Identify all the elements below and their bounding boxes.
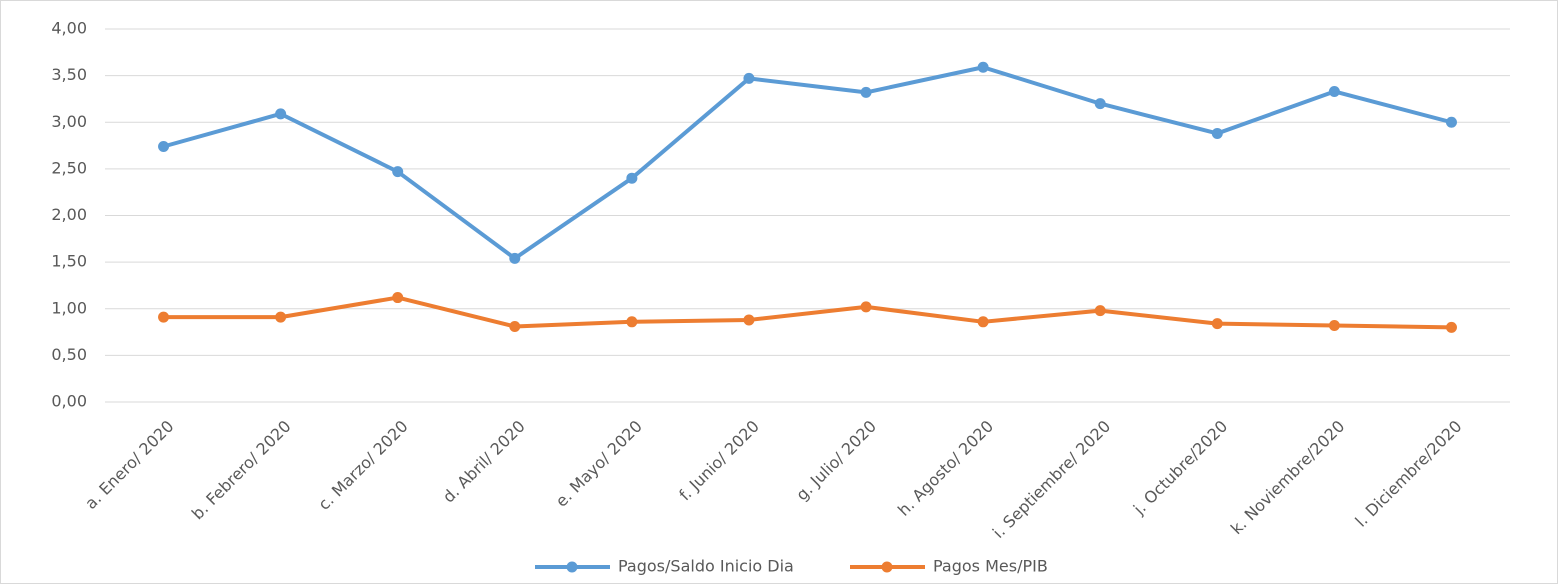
- legend-label: Pagos/Saldo Inicio Dia: [618, 557, 794, 576]
- point: [275, 108, 287, 120]
- series-line: [163, 65, 1452, 261]
- point: [743, 314, 755, 326]
- legend-label: Pagos Mes/PIB: [933, 557, 1048, 576]
- y-tick-label: 3,50: [51, 65, 87, 84]
- point: [392, 166, 404, 178]
- point: [158, 311, 170, 323]
- y-tick-label: 1,50: [51, 252, 87, 271]
- point: [1328, 85, 1340, 97]
- point: [626, 316, 638, 328]
- legend-marker: [566, 561, 578, 573]
- point: [158, 140, 170, 152]
- point: [977, 316, 989, 328]
- point: [860, 301, 872, 313]
- y-tick-label: 2,00: [51, 205, 87, 224]
- point: [1445, 116, 1457, 128]
- y-tick-label: 1,00: [51, 298, 87, 317]
- point: [1211, 127, 1223, 139]
- legend-marker: [881, 561, 893, 573]
- point: [743, 72, 755, 84]
- point: [275, 311, 287, 323]
- y-tick-label: 0,50: [51, 345, 87, 364]
- point: [509, 320, 521, 332]
- y-tick-label: 0,00: [51, 392, 87, 411]
- point: [392, 292, 404, 304]
- y-tick-label: 2,50: [51, 158, 87, 177]
- y-tick-label: 4,00: [51, 19, 87, 38]
- point: [509, 252, 521, 264]
- point: [1211, 318, 1223, 330]
- point: [977, 61, 989, 73]
- point: [1445, 321, 1457, 333]
- point: [626, 172, 638, 184]
- point: [1328, 320, 1340, 332]
- point: [1094, 98, 1106, 110]
- y-tick-label: 3,00: [51, 112, 87, 131]
- series-line: [163, 295, 1452, 330]
- point: [860, 86, 872, 98]
- point: [1094, 305, 1106, 317]
